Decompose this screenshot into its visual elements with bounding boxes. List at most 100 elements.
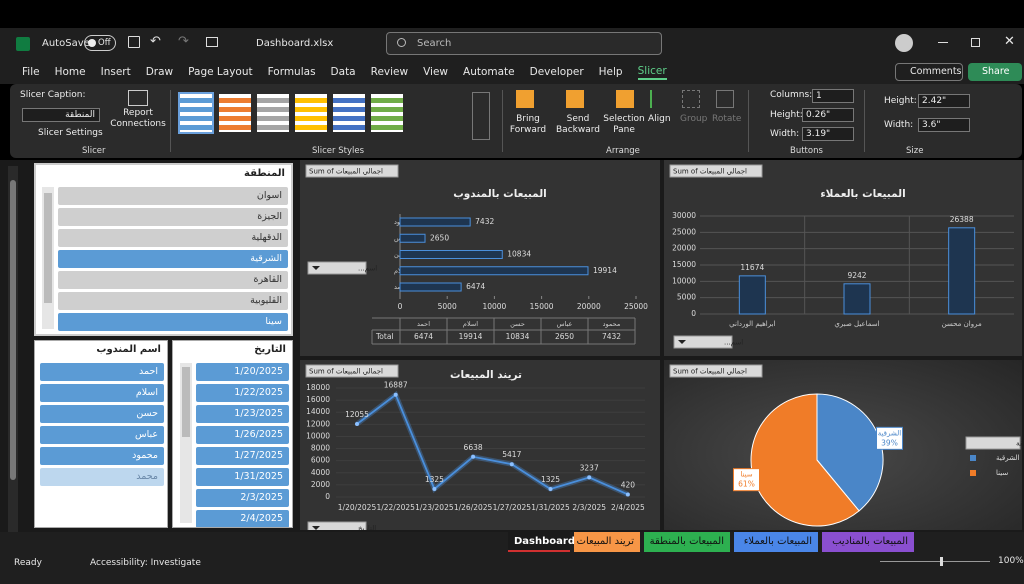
slicer-item[interactable]: 1/27/2025 bbox=[196, 447, 289, 465]
bring-forward-button[interactable]: Bring Forward bbox=[509, 114, 547, 135]
slicer-item[interactable]: احمد bbox=[40, 363, 164, 381]
chart[interactable]: المبيعات بالمندوب 0 5000 10000 15000 20000 250… bbox=[300, 160, 660, 356]
slicer-item[interactable]: القليوبية bbox=[58, 292, 288, 310]
menu-tab[interactable]: File bbox=[22, 66, 40, 78]
comments-button[interactable]: Comments bbox=[895, 63, 963, 81]
slicer-settings-button[interactable]: Slicer Settings bbox=[38, 128, 103, 138]
close-button[interactable]: ✕ bbox=[1004, 34, 1015, 49]
slicer-item[interactable]: عباس bbox=[40, 426, 164, 444]
sheet-tab[interactable]: Dashboard bbox=[508, 532, 575, 552]
profile-avatar[interactable] bbox=[895, 34, 913, 52]
selection-pane-button[interactable]: Selection Pane bbox=[603, 114, 645, 135]
chart[interactable]: المبيعات بالعملاء 0 5000 10000 15000 20000 250… bbox=[664, 160, 1022, 356]
slicer-item[interactable]: 2/4/2025 bbox=[196, 510, 289, 527]
autosave-toggle[interactable]: Off bbox=[84, 35, 116, 51]
style-swatch[interactable] bbox=[219, 94, 251, 132]
menu-tab[interactable]: Slicer bbox=[637, 65, 667, 80]
slicer-item[interactable]: الجيزة bbox=[58, 208, 288, 226]
share-button[interactable]: Share bbox=[968, 63, 1022, 81]
menu-tab[interactable]: Formulas bbox=[267, 66, 316, 78]
button-height-input[interactable]: 0.26" bbox=[802, 108, 854, 122]
style-swatch[interactable] bbox=[295, 94, 327, 132]
zoom-slider[interactable] bbox=[880, 557, 990, 566]
value-field-button[interactable] bbox=[669, 164, 763, 178]
slicer-item[interactable]: حسن bbox=[40, 405, 164, 423]
minimize-button[interactable] bbox=[938, 42, 948, 43]
menu-tab[interactable]: Insert bbox=[100, 66, 131, 78]
sheet-tab[interactable]: المبيعات بالمنطقة bbox=[644, 532, 730, 552]
menu-tab[interactable]: View bbox=[423, 66, 449, 78]
slicer-item[interactable]: 1/20/2025 bbox=[196, 363, 289, 381]
menu-tab[interactable]: Help bbox=[598, 66, 623, 78]
menu-tab[interactable]: Developer bbox=[529, 66, 584, 78]
menu-tab[interactable]: Home bbox=[54, 66, 86, 78]
slicer-scrollbar[interactable] bbox=[42, 187, 54, 329]
gallery-more[interactable] bbox=[472, 92, 490, 140]
scroll-thumb[interactable] bbox=[10, 180, 16, 480]
menu-tab[interactable]: Automate bbox=[463, 66, 515, 78]
sheet-tab[interactable]: المبيعات بالعملاء bbox=[734, 532, 818, 552]
slicer-item[interactable]: اسوان bbox=[58, 187, 288, 205]
slicer-item[interactable]: 2/3/2025 bbox=[196, 489, 289, 507]
slicer-item[interactable]: اسلام bbox=[40, 384, 164, 402]
rep-slicer[interactable]: اسم المندوب احمد اسلام حسن عباس محمود محمد bbox=[34, 340, 168, 528]
style-swatch[interactable] bbox=[178, 92, 214, 134]
slicer-item[interactable]: سينا bbox=[58, 313, 288, 331]
width-input[interactable]: 3.6" bbox=[918, 118, 970, 132]
chart[interactable]: تريند المبيعات 0 2000 4000 6000 8000 10000 1200… bbox=[300, 360, 660, 530]
restore-button[interactable] bbox=[971, 38, 980, 47]
scroll-thumb[interactable] bbox=[44, 193, 52, 303]
x-tick-label: مروان محسن bbox=[942, 320, 982, 328]
value-field-button[interactable] bbox=[305, 364, 399, 378]
style-gallery[interactable] bbox=[178, 92, 480, 138]
slicer-item[interactable]: الدقهلية bbox=[58, 229, 288, 247]
redo-icon[interactable]: ↷ bbox=[178, 34, 189, 49]
axis-field-button[interactable] bbox=[307, 521, 367, 530]
sheet-tab[interactable]: تريند المبيعات bbox=[574, 532, 640, 552]
zoom-thumb[interactable] bbox=[940, 557, 943, 566]
slicer-item[interactable]: 1/31/2025 bbox=[196, 468, 289, 486]
slicer-item[interactable]: محمد bbox=[40, 468, 164, 486]
legend-field-button[interactable] bbox=[965, 436, 1021, 450]
search-box[interactable]: Search bbox=[386, 32, 662, 55]
value-field-button[interactable] bbox=[305, 164, 399, 178]
style-swatch[interactable] bbox=[333, 94, 365, 132]
caption-input[interactable]: المنطقة bbox=[22, 108, 100, 122]
slicer-item[interactable]: 1/22/2025 bbox=[196, 384, 289, 402]
legend-label: سينا bbox=[996, 469, 1008, 477]
value-field-button[interactable] bbox=[669, 364, 763, 378]
style-swatch[interactable] bbox=[257, 94, 289, 132]
scroll-thumb[interactable] bbox=[182, 367, 190, 437]
style-swatch[interactable] bbox=[371, 94, 403, 132]
columns-input[interactable]: 1 bbox=[812, 89, 854, 103]
height-input[interactable]: 2.42" bbox=[918, 94, 970, 108]
sheet-tab[interactable]: المبيعات بالمناديب bbox=[822, 532, 914, 552]
slicer-items: احمد اسلام حسن عباس محمود محمد bbox=[40, 363, 164, 527]
accessibility-status[interactable]: Accessibility: Investigate bbox=[90, 558, 201, 568]
slicer-scrollbar[interactable] bbox=[180, 363, 192, 523]
zoom-level[interactable]: 100% bbox=[998, 556, 1024, 566]
form-icon[interactable] bbox=[206, 37, 218, 47]
menu-tab[interactable]: Page Layout bbox=[188, 66, 253, 78]
button-width-input[interactable]: 3.19" bbox=[802, 127, 854, 141]
region-slicer[interactable]: المنطقة اسوان الجيزة الدقهلية الشرقية القاهر… bbox=[34, 163, 293, 336]
slicer-item[interactable]: الشرقية bbox=[58, 250, 288, 268]
slicer-item[interactable]: القاهرة bbox=[58, 271, 288, 289]
vertical-scrollbar[interactable] bbox=[8, 166, 18, 532]
undo-icon[interactable]: ↶ bbox=[150, 34, 161, 49]
file-name[interactable]: Dashboard.xlsx bbox=[256, 38, 334, 49]
menu-tab[interactable]: Data bbox=[330, 66, 356, 78]
report-connections-button[interactable]: Report Connections bbox=[110, 108, 166, 129]
axis-field-button[interactable] bbox=[673, 335, 733, 349]
slicer-item[interactable]: محمود bbox=[40, 447, 164, 465]
slicer-item[interactable]: 1/23/2025 bbox=[196, 405, 289, 423]
send-backward-button[interactable]: Send Backward bbox=[556, 114, 600, 135]
axis-field-button[interactable] bbox=[307, 261, 367, 275]
menu-tab[interactable]: Review bbox=[370, 66, 409, 78]
align-button[interactable]: Align bbox=[648, 114, 671, 124]
date-slicer[interactable]: التاريخ 1/20/2025 1/22/2025 1/23/2025 1/26/… bbox=[172, 340, 293, 528]
save-icon[interactable] bbox=[128, 36, 140, 48]
slicer-item[interactable]: 1/26/2025 bbox=[196, 426, 289, 444]
menu-tab[interactable]: Draw bbox=[145, 66, 174, 78]
